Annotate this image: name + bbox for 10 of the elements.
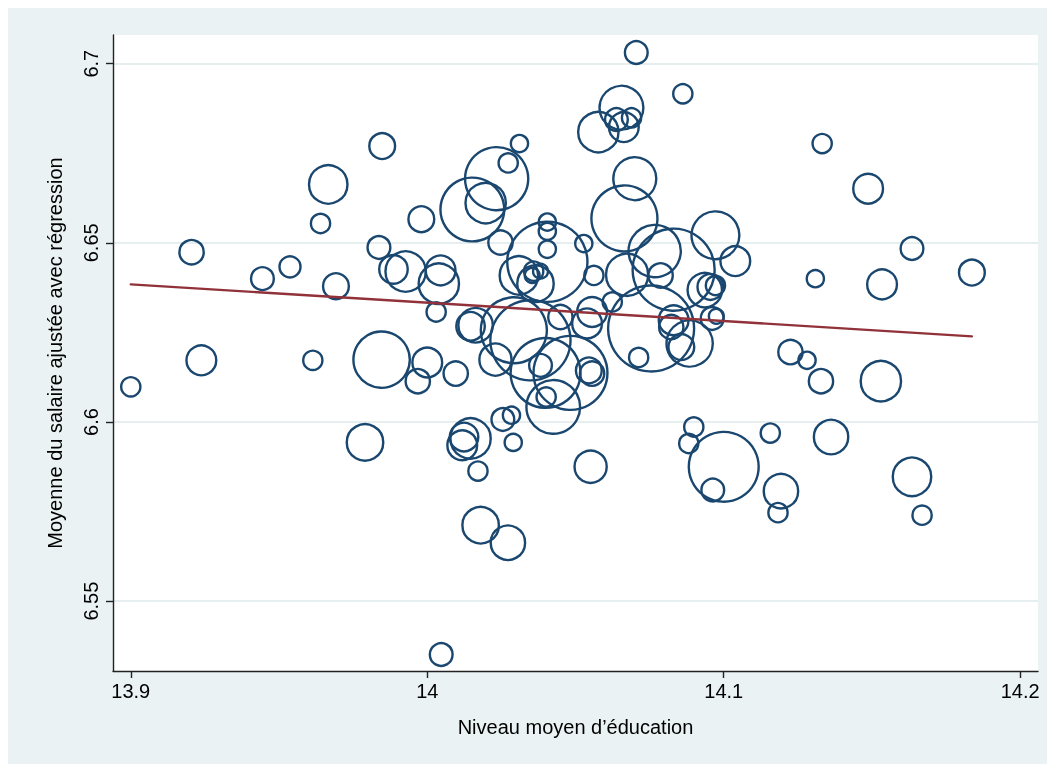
y-tick-label: 6.6 (80, 408, 102, 436)
y-tick-label: 6.65 (80, 223, 102, 263)
x-tick-label: 14.2 (1000, 680, 1040, 702)
y-tick-label: 6.7 (80, 49, 102, 78)
x-tick-label: 14 (416, 680, 439, 702)
y-axis-title: Moyenne du salaire ajustée avec régression (44, 157, 66, 549)
x-axis-title: Niveau moyen d’éducation (457, 716, 694, 738)
x-tick-label: 14.1 (704, 680, 744, 702)
x-tick-label: 13.9 (111, 680, 151, 702)
y-tick-label: 6.55 (80, 581, 102, 621)
